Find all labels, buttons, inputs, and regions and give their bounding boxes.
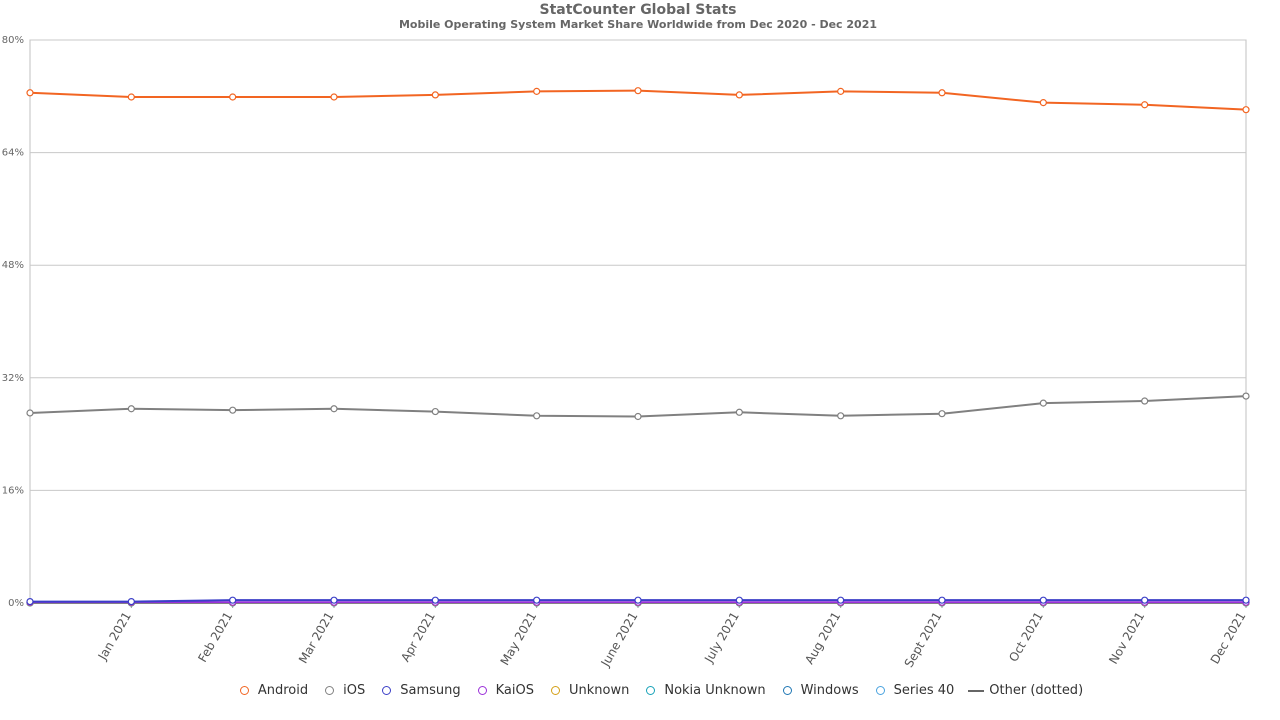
- legend-item[interactable]: Series 40: [873, 683, 955, 698]
- legend-item[interactable]: Windows: [780, 683, 859, 698]
- legend-circle-icon: [379, 685, 395, 697]
- x-tick-label: Sept 2021: [902, 610, 945, 670]
- legend-label: Other (dotted): [989, 683, 1084, 698]
- x-tick-label: Apr 2021: [398, 610, 438, 665]
- legend-label: Unknown: [568, 683, 630, 698]
- chart-subtitle: Mobile Operating System Market Share Wor…: [398, 18, 878, 31]
- series-samsung: [26, 596, 1250, 606]
- data-point[interactable]: [735, 91, 743, 99]
- legend-label: KaiOS: [495, 683, 534, 698]
- legend-label: iOS: [343, 683, 366, 698]
- legend-label: Windows: [800, 683, 859, 698]
- y-tick-label: 80%: [2, 35, 24, 46]
- data-point[interactable]: [634, 596, 642, 604]
- data-point[interactable]: [229, 93, 237, 101]
- legend-circle-icon: [643, 685, 659, 697]
- data-point[interactable]: [1039, 596, 1047, 604]
- x-tick-label: Mar 2021: [296, 610, 337, 666]
- data-point[interactable]: [533, 596, 541, 604]
- chart-title: StatCounter Global Stats: [539, 2, 737, 18]
- legend-item[interactable]: Unknown: [548, 683, 629, 698]
- data-point[interactable]: [938, 410, 946, 418]
- data-point[interactable]: [634, 412, 642, 421]
- data-point[interactable]: [1242, 106, 1250, 114]
- data-point[interactable]: [330, 405, 338, 413]
- x-tick-label: May 2021: [498, 610, 540, 668]
- data-point[interactable]: [735, 596, 743, 604]
- data-point[interactable]: [26, 597, 34, 606]
- x-tick-label: Nov 2021: [1106, 610, 1147, 667]
- x-tick-label: July 2021: [701, 610, 742, 666]
- legend-label: Series 40: [893, 683, 955, 698]
- y-axis-ticks: 0% 16% 32% 48% 64% 80%: [2, 35, 24, 609]
- y-tick-label: 48%: [2, 260, 24, 271]
- data-point[interactable]: [837, 87, 845, 95]
- x-axis-ticks: Jan 2021 Feb 2021 Mar 2021 Apr 2021 May 2021…: [95, 603, 1249, 670]
- legend-item[interactable]: Samsung: [379, 683, 461, 698]
- data-point[interactable]: [431, 407, 439, 416]
- data-point[interactable]: [127, 405, 135, 413]
- x-tick-label: Aug 2021: [802, 610, 843, 667]
- x-tick-label: Feb 2021: [195, 610, 235, 665]
- data-point[interactable]: [1141, 596, 1149, 604]
- data-point[interactable]: [26, 409, 34, 417]
- data-point[interactable]: [837, 596, 845, 604]
- legend-circle-icon: [322, 685, 338, 697]
- data-point[interactable]: [26, 89, 34, 97]
- plot-frame: [29, 39, 1247, 604]
- y-tick-label: 32%: [2, 373, 24, 384]
- data-point[interactable]: [1141, 397, 1149, 405]
- data-point[interactable]: [1242, 392, 1250, 400]
- series-group: [26, 87, 1250, 607]
- legend-item[interactable]: Nokia Unknown: [643, 683, 766, 698]
- data-point[interactable]: [229, 596, 237, 604]
- legend-item[interactable]: iOS: [322, 683, 365, 698]
- data-point[interactable]: [837, 412, 845, 420]
- data-point[interactable]: [127, 93, 135, 101]
- legend-line-icon: [968, 685, 985, 697]
- legend-item[interactable]: KaiOS: [475, 683, 534, 698]
- data-point[interactable]: [229, 406, 237, 414]
- data-point[interactable]: [1242, 596, 1250, 604]
- data-point[interactable]: [533, 87, 541, 95]
- y-tick-label: 64%: [2, 148, 24, 159]
- legend-circle-icon: [475, 685, 491, 697]
- legend-circle-icon: [237, 685, 253, 697]
- legend-label: Android: [257, 683, 309, 698]
- data-point[interactable]: [127, 597, 135, 606]
- legend-item[interactable]: Android: [237, 683, 308, 698]
- data-point[interactable]: [735, 408, 743, 416]
- data-point[interactable]: [431, 91, 439, 99]
- x-tick-label: June 2021: [598, 610, 641, 670]
- data-point[interactable]: [1039, 99, 1047, 107]
- legend-circle-icon: [873, 685, 889, 697]
- data-point[interactable]: [1141, 101, 1149, 109]
- y-tick-label: 0%: [8, 598, 24, 609]
- data-point[interactable]: [533, 412, 541, 420]
- x-tick-label: Jan 2021: [95, 610, 134, 664]
- legend-item[interactable]: Other (dotted): [968, 683, 1083, 698]
- y-tick-label: 16%: [2, 485, 24, 496]
- x-tick-label: Oct 2021: [1006, 610, 1046, 665]
- series-android: [26, 87, 1250, 114]
- data-point[interactable]: [634, 87, 642, 95]
- data-point[interactable]: [938, 89, 946, 97]
- data-point[interactable]: [431, 596, 439, 604]
- data-point[interactable]: [330, 596, 338, 604]
- legend-label: Nokia Unknown: [664, 683, 766, 698]
- legend-circle-icon: [548, 685, 564, 697]
- legend-circle-icon: [780, 685, 796, 697]
- legend: Android iOS Samsung KaiOS Unknown Nokia Unkno…: [0, 683, 1280, 698]
- grid-lines: [29, 39, 1247, 604]
- legend-label: Samsung: [400, 683, 461, 698]
- data-point[interactable]: [1039, 399, 1047, 407]
- data-point[interactable]: [330, 93, 338, 101]
- line-chart: 0% 16% 32% 48% 64% 80% Jan 2021 Feb 2021 Mar 20…: [2, 35, 1250, 670]
- x-tick-label: Dec 2021: [1208, 610, 1249, 667]
- series-ios: [26, 392, 1250, 421]
- data-point[interactable]: [938, 596, 946, 604]
